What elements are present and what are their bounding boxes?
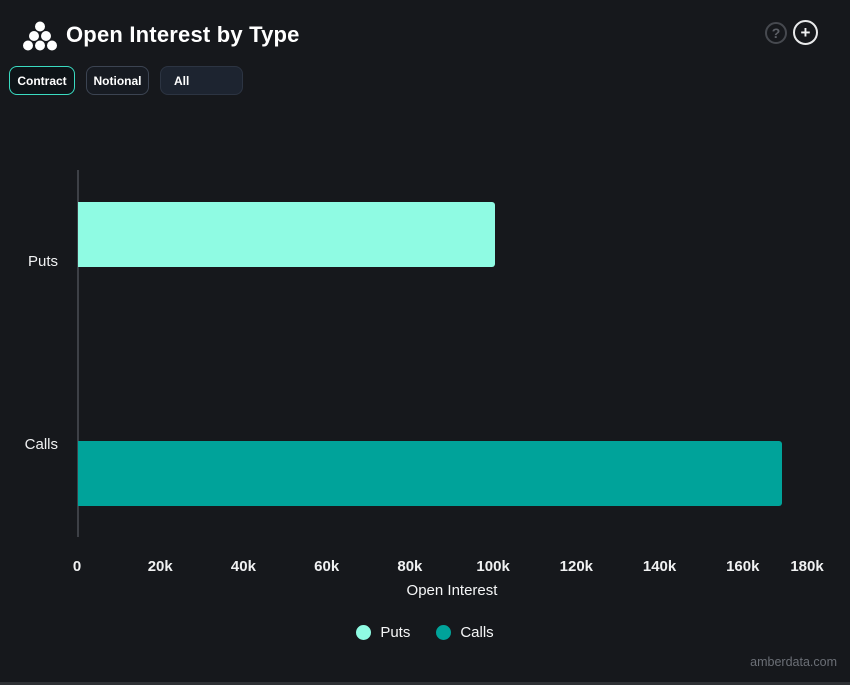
chart-legend: Puts Calls: [0, 624, 850, 641]
y-axis-label-calls: Calls: [24, 436, 58, 454]
x-tick-100k: 100k: [476, 558, 510, 575]
notional-toggle-button[interactable]: Notional: [86, 66, 149, 95]
legend-dot-puts: [356, 625, 372, 640]
filter-all-dropdown[interactable]: All: [160, 66, 243, 95]
legend-dot-calls: [436, 625, 452, 640]
x-tick-20k: 20k: [147, 558, 173, 575]
legend-label: Calls: [460, 624, 494, 641]
x-tick-180k: 180k: [790, 558, 824, 575]
add-icon[interactable]: +: [793, 20, 818, 45]
amberdata-logo-icon: [23, 21, 57, 51]
legend-label: Puts: [380, 624, 411, 641]
x-tick-0: 0: [72, 558, 82, 575]
legend-item-calls[interactable]: Calls: [436, 624, 494, 641]
x-tick-80k: 80k: [397, 558, 423, 575]
x-tick-40k: 40k: [230, 558, 256, 575]
bar-puts[interactable]: [78, 202, 495, 267]
contract-toggle-button[interactable]: Contract: [9, 66, 75, 95]
legend-item-puts[interactable]: Puts: [356, 624, 410, 641]
x-tick-120k: 120k: [559, 558, 594, 575]
watermark-text: amberdata.com: [750, 655, 837, 669]
page-title: Open Interest by Type: [66, 22, 300, 47]
y-axis-line: [77, 170, 79, 537]
help-icon[interactable]: ?: [765, 22, 787, 44]
x-tick-60k: 60k: [314, 558, 340, 575]
bar-calls[interactable]: [78, 441, 782, 506]
x-tick-160k: 160k: [726, 558, 760, 575]
y-axis-label-puts: Puts: [27, 252, 58, 270]
bottom-divider: [0, 682, 850, 685]
x-tick-140k: 140k: [642, 558, 677, 575]
x-axis-title: Open Interest: [406, 582, 498, 599]
